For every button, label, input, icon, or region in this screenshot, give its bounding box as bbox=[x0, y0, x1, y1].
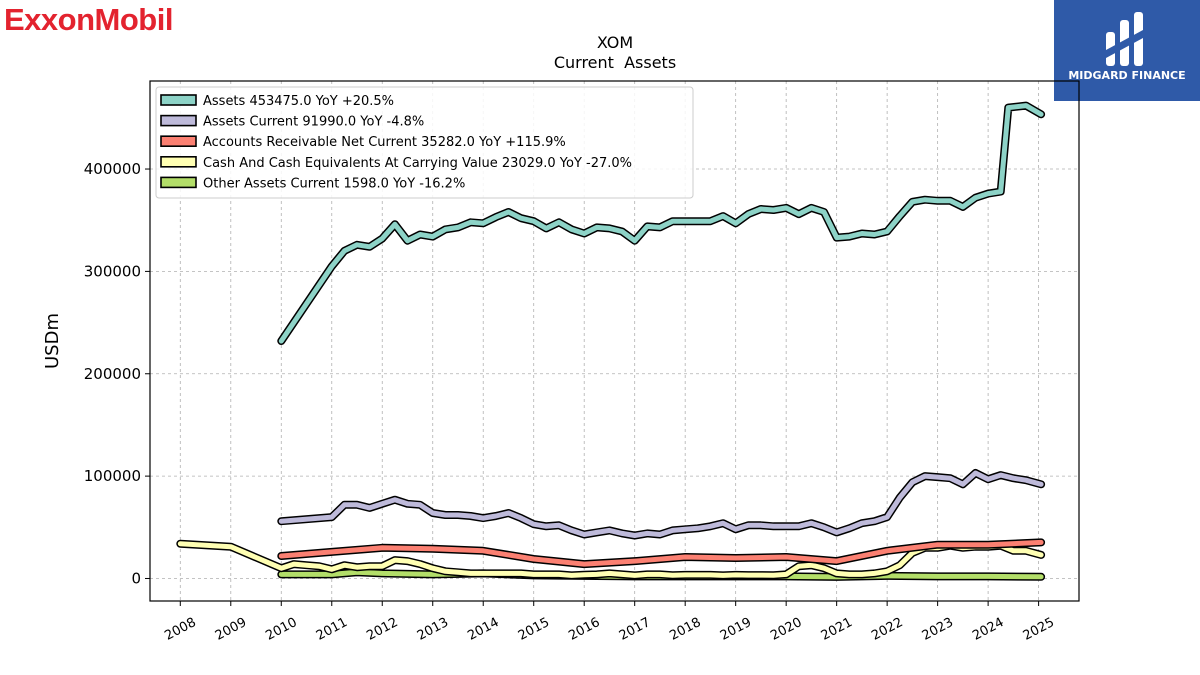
x-tick-label: 2021 bbox=[819, 615, 855, 644]
x-tick-label: 2011 bbox=[314, 615, 350, 644]
legend-entry-assets: Assets 453475.0 YoY +20.5% bbox=[203, 94, 394, 109]
legend-entry-other-assets-current: Other Assets Current 1598.0 YoY -16.2% bbox=[203, 176, 465, 191]
legend-entry-assets-current: Assets Current 91990.0 YoY -4.8% bbox=[203, 115, 424, 130]
x-tick-label: 2022 bbox=[869, 615, 905, 644]
x-axis: 2008 2009 2010 2011 2012 2013 2014 2015 2016 2017… bbox=[162, 601, 1057, 644]
chart-subtitle: Current Assets bbox=[554, 53, 676, 72]
legend-box bbox=[155, 86, 694, 199]
x-tick-label: 2008 bbox=[162, 615, 198, 644]
exxonmobil-logo: ExxonMobil bbox=[4, 2, 173, 37]
x-tick-label: 2019 bbox=[718, 615, 754, 644]
legend-swatch-assets-current bbox=[160, 114, 197, 127]
midgard-finance-text: MIDGARD FINANCE bbox=[1068, 69, 1186, 82]
assets-line bbox=[278, 103, 1044, 344]
x-tick-label: 2023 bbox=[920, 615, 956, 644]
legend-swatch-cash-and-cash-equivalents-at-carrying-value bbox=[160, 156, 197, 168]
x-tick-label: 2014 bbox=[465, 615, 501, 644]
x-tick-label: 2015 bbox=[516, 615, 552, 644]
assets-current-line-outline bbox=[277, 469, 1046, 540]
legend-entry-accounts-receivable-net-current: Accounts Receivable Net Current 35282.0 … bbox=[203, 135, 566, 150]
y-tick-label: 200000 bbox=[84, 365, 141, 383]
x-tick-label: 2020 bbox=[768, 615, 804, 644]
midgard-finance-logo: MIDGARD FINANCE bbox=[1054, 0, 1200, 101]
x-tick-label: 2017 bbox=[617, 615, 653, 644]
legend: Assets 453475.0 YoY +20.5% Assets Current… bbox=[155, 86, 694, 199]
accounts-receivable-net-current-line bbox=[278, 539, 1044, 567]
x-tick-label: 2012 bbox=[364, 615, 400, 644]
y-axis: 0 100000 200000 300000 400000 bbox=[84, 160, 150, 587]
assets-current-line bbox=[278, 470, 1044, 538]
plot-frame bbox=[149, 80, 1080, 602]
y-axis-label: USDm bbox=[42, 313, 63, 369]
x-tick-label: 2016 bbox=[566, 615, 602, 644]
x-tick-label: 2010 bbox=[263, 615, 299, 644]
x-tick-label: 2009 bbox=[213, 615, 249, 644]
cash-and-cash-equivalents-at-carrying-value-line bbox=[177, 541, 1044, 578]
x-tick-label: 2025 bbox=[1021, 615, 1057, 644]
x-tick-label: 2024 bbox=[970, 615, 1006, 644]
series-lines bbox=[176, 101, 1046, 581]
legend-swatch-other-assets-current bbox=[160, 176, 197, 189]
x-tick-label: 2013 bbox=[415, 615, 451, 644]
y-tick-label: 400000 bbox=[84, 160, 141, 178]
legend-swatch-accounts-receivable-net-current bbox=[160, 135, 197, 147]
legend-entry-cash-and-cash-equivalents-at-carrying-value: Cash And Cash Equivalents At Carrying Va… bbox=[203, 156, 632, 171]
y-tick-label: 0 bbox=[131, 569, 141, 587]
legend-swatch-assets bbox=[160, 94, 197, 106]
x-tick-label: 2018 bbox=[667, 615, 703, 644]
y-tick-label: 300000 bbox=[84, 262, 141, 280]
chart-title: XOM bbox=[597, 33, 633, 52]
y-tick-label: 100000 bbox=[84, 467, 141, 485]
midgard-emblem-icon bbox=[1106, 12, 1143, 66]
